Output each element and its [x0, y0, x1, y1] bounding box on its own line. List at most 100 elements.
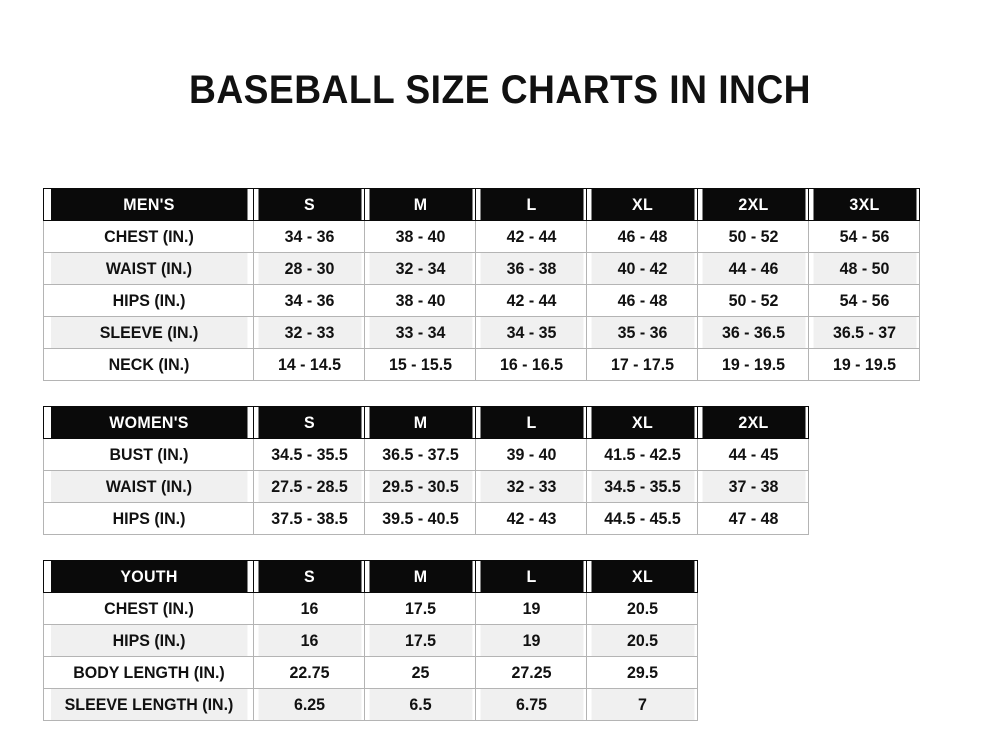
row-label: NECK (IN.) — [49, 348, 248, 381]
table-cell: 44 - 46 — [700, 252, 806, 285]
youth-header-size-s: S — [256, 560, 362, 593]
table-row: CHEST (IN.) 34 - 36 38 - 40 42 - 44 46 -… — [44, 220, 920, 253]
table-cell: 19 - 19.5 — [811, 348, 917, 381]
row-label: SLEEVE LENGTH (IN.) — [49, 688, 248, 721]
table-cell: 34 - 35 — [478, 316, 584, 349]
mens-header-title: MEN'S — [49, 188, 248, 221]
row-label: CHEST (IN.) — [49, 592, 248, 625]
table-row: BUST (IN.) 34.5 - 35.5 36.5 - 37.5 39 - … — [44, 438, 809, 471]
page-title: BASEBALL SIZE CHARTS IN INCH — [188, 68, 812, 112]
youth-header-row: YOUTH S M L XL — [44, 560, 698, 593]
table-cell: 17 - 17.5 — [589, 348, 695, 381]
table-cell: 20.5 — [589, 624, 695, 657]
table-cell: 17.5 — [367, 592, 473, 625]
row-label: HIPS (IN.) — [49, 284, 248, 317]
table-cell: 6.5 — [367, 688, 473, 721]
table-cell: 42 - 43 — [478, 502, 584, 535]
table-row: NECK (IN.) 14 - 14.5 15 - 15.5 16 - 16.5… — [44, 348, 920, 381]
table-cell: 36.5 - 37.5 — [367, 438, 473, 471]
table-cell: 19 — [478, 592, 584, 625]
table-cell: 16 — [256, 592, 362, 625]
table-row: BODY LENGTH (IN.) 22.75 25 27.25 29.5 — [44, 656, 698, 689]
table-cell: 54 - 56 — [811, 284, 917, 317]
table-row: HIPS (IN.) 34 - 36 38 - 40 42 - 44 46 - … — [44, 284, 920, 317]
womens-header-title: WOMEN'S — [49, 406, 248, 439]
table-cell: 37 - 38 — [700, 470, 806, 503]
mens-header-size-3xl: 3XL — [811, 188, 917, 221]
mens-size-table: MEN'S S M L XL 2XL 3XL CHEST (IN.) 34 - … — [43, 188, 920, 381]
table-cell: 6.75 — [478, 688, 584, 721]
table-row: SLEEVE LENGTH (IN.) 6.25 6.5 6.75 7 — [44, 688, 698, 721]
row-label: WAIST (IN.) — [49, 252, 248, 285]
table-cell: 32 - 33 — [256, 316, 362, 349]
table-cell: 44.5 - 45.5 — [589, 502, 695, 535]
table-cell: 27.25 — [478, 656, 584, 689]
table-cell: 36 - 38 — [478, 252, 584, 285]
table-cell: 50 - 52 — [700, 284, 806, 317]
womens-size-table: WOMEN'S S M L XL 2XL BUST (IN.) 34.5 - 3… — [43, 406, 809, 535]
size-charts-container: MEN'S S M L XL 2XL 3XL CHEST (IN.) 34 - … — [43, 188, 920, 721]
table-cell: 47 - 48 — [700, 502, 806, 535]
table-cell: 25 — [367, 656, 473, 689]
womens-header-size-l: L — [478, 406, 584, 439]
table-cell: 39.5 - 40.5 — [367, 502, 473, 535]
table-cell: 42 - 44 — [478, 284, 584, 317]
table-cell: 36.5 - 37 — [811, 316, 917, 349]
table-row: WAIST (IN.) 28 - 30 32 - 34 36 - 38 40 -… — [44, 252, 920, 285]
table-row: WAIST (IN.) 27.5 - 28.5 29.5 - 30.5 32 -… — [44, 470, 809, 503]
table-cell: 29.5 - 30.5 — [367, 470, 473, 503]
table-cell: 46 - 48 — [589, 284, 695, 317]
table-cell: 16 — [256, 624, 362, 657]
table-cell: 19 — [478, 624, 584, 657]
table-cell: 39 - 40 — [478, 438, 584, 471]
table-cell: 36 - 36.5 — [700, 316, 806, 349]
womens-header-row: WOMEN'S S M L XL 2XL — [44, 406, 809, 439]
table-cell: 28 - 30 — [256, 252, 362, 285]
row-label: HIPS (IN.) — [49, 502, 248, 535]
table-cell: 37.5 - 38.5 — [256, 502, 362, 535]
table-row: SLEEVE (IN.) 32 - 33 33 - 34 34 - 35 35 … — [44, 316, 920, 349]
table-cell: 38 - 40 — [367, 284, 473, 317]
table-cell: 34 - 36 — [256, 284, 362, 317]
table-cell: 22.75 — [256, 656, 362, 689]
table-cell: 38 - 40 — [367, 220, 473, 253]
table-cell: 48 - 50 — [811, 252, 917, 285]
youth-header-title: YOUTH — [49, 560, 248, 593]
table-cell: 50 - 52 — [700, 220, 806, 253]
row-label: CHEST (IN.) — [49, 220, 248, 253]
row-label: SLEEVE (IN.) — [49, 316, 248, 349]
womens-header-size-xl: XL — [589, 406, 695, 439]
table-cell: 32 - 34 — [367, 252, 473, 285]
mens-header-size-s: S — [256, 188, 362, 221]
table-row: CHEST (IN.) 16 17.5 19 20.5 — [44, 592, 698, 625]
table-cell: 32 - 33 — [478, 470, 584, 503]
table-cell: 41.5 - 42.5 — [589, 438, 695, 471]
table-cell: 34.5 - 35.5 — [589, 470, 695, 503]
youth-size-table: YOUTH S M L XL CHEST (IN.) 16 17.5 19 20… — [43, 560, 698, 721]
table-cell: 34.5 - 35.5 — [256, 438, 362, 471]
row-label: HIPS (IN.) — [49, 624, 248, 657]
table-cell: 6.25 — [256, 688, 362, 721]
womens-header-size-s: S — [256, 406, 362, 439]
womens-header-size-m: M — [367, 406, 473, 439]
mens-header-size-2xl: 2XL — [700, 188, 806, 221]
table-cell: 44 - 45 — [700, 438, 806, 471]
table-cell: 46 - 48 — [589, 220, 695, 253]
table-cell: 7 — [589, 688, 695, 721]
table-cell: 34 - 36 — [256, 220, 362, 253]
youth-header-size-m: M — [367, 560, 473, 593]
table-cell: 14 - 14.5 — [256, 348, 362, 381]
table-cell: 19 - 19.5 — [700, 348, 806, 381]
row-label: WAIST (IN.) — [49, 470, 248, 503]
table-cell: 42 - 44 — [478, 220, 584, 253]
table-cell: 29.5 — [589, 656, 695, 689]
womens-header-size-2xl: 2XL — [700, 406, 806, 439]
table-cell: 17.5 — [367, 624, 473, 657]
table-cell: 33 - 34 — [367, 316, 473, 349]
table-cell: 16 - 16.5 — [478, 348, 584, 381]
table-cell: 54 - 56 — [811, 220, 917, 253]
table-row: HIPS (IN.) 16 17.5 19 20.5 — [44, 624, 698, 657]
table-cell: 35 - 36 — [589, 316, 695, 349]
mens-header-size-l: L — [478, 188, 584, 221]
